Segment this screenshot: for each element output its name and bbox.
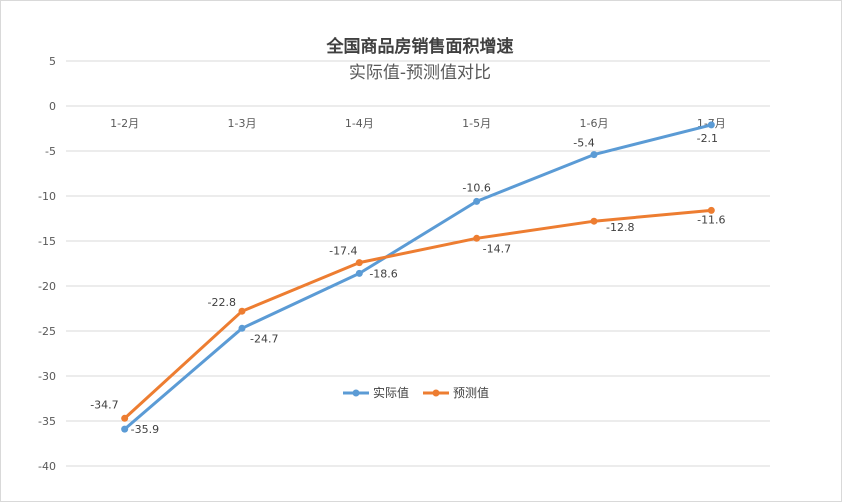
y-tick-label: 5: [49, 55, 56, 68]
y-tick-label: -40: [38, 460, 56, 473]
chart-subtitle: 实际值-预测值对比: [349, 63, 491, 83]
y-tick-label: -25: [38, 325, 56, 338]
data-label: -12.8: [606, 221, 634, 234]
series-line: [123, 208, 713, 420]
y-tick-label: -15: [38, 235, 56, 248]
data-label: -24.7: [250, 332, 278, 345]
x-category-label: 1-6月: [580, 117, 609, 130]
chart-title: 全国商品房销售面积增速: [326, 36, 514, 57]
data-point[interactable]: [707, 206, 715, 214]
y-axis-ticks: 5 0 -5 -10 -15 -20 -25 -30 -35 -40: [38, 55, 56, 473]
y-tick-label: 0: [49, 100, 56, 113]
series-forecast: -34.7 -22.8 -17.4 -14.7 -12.8 -11.6: [90, 206, 726, 422]
data-label: -18.6: [369, 267, 397, 280]
data-point[interactable]: [473, 234, 481, 242]
data-label: -5.4: [573, 137, 594, 150]
data-label: -22.8: [208, 296, 236, 309]
x-axis-categories: 1-2月1-3月1-4月1-5月1-6月1-7月: [110, 117, 726, 130]
data-point[interactable]: [473, 197, 481, 205]
legend-item[interactable]: 预测值: [423, 385, 489, 400]
y-tick-label: -30: [38, 370, 56, 383]
data-point[interactable]: [707, 121, 715, 129]
data-label: -17.4: [329, 245, 357, 258]
legend[interactable]: 实际值 预测值: [343, 385, 489, 400]
data-point[interactable]: [590, 217, 598, 225]
data-point[interactable]: [121, 414, 129, 422]
data-label: -35.9: [131, 423, 159, 436]
data-point[interactable]: [590, 151, 598, 159]
data-point[interactable]: [355, 259, 363, 267]
data-label: -2.1: [697, 132, 718, 145]
legend-label: 预测值: [453, 385, 489, 400]
data-label: -34.7: [90, 398, 118, 411]
y-tick-label: -5: [45, 145, 56, 158]
x-category-label: 1-5月: [462, 117, 491, 130]
data-point[interactable]: [121, 425, 129, 433]
y-tick-label: -20: [38, 280, 56, 293]
data-label: -11.6: [697, 213, 725, 226]
y-tick-label: -10: [38, 190, 56, 203]
data-point[interactable]: [355, 269, 363, 277]
y-tick-label: -35: [38, 415, 56, 428]
x-category-label: 1-2月: [110, 117, 139, 130]
data-point[interactable]: [238, 324, 246, 332]
data-point[interactable]: [238, 307, 246, 315]
legend-label: 实际值: [373, 385, 409, 400]
data-label: -14.7: [483, 242, 511, 255]
x-category-label: 1-4月: [345, 117, 374, 130]
series-line: [123, 123, 713, 431]
legend-marker: [352, 389, 360, 397]
data-label: -10.6: [462, 181, 490, 194]
series-group: -35.9 -24.7 -18.6 -10.6 -5.4 -2.1 -34.7 -22.8 -1…: [90, 121, 726, 436]
series-actual: -35.9 -24.7 -18.6 -10.6 -5.4 -2.1: [121, 121, 718, 436]
gridlines: [66, 60, 770, 467]
x-category-label: 1-3月: [228, 117, 257, 130]
legend-marker: [432, 389, 440, 397]
legend-item[interactable]: 实际值: [343, 385, 409, 400]
